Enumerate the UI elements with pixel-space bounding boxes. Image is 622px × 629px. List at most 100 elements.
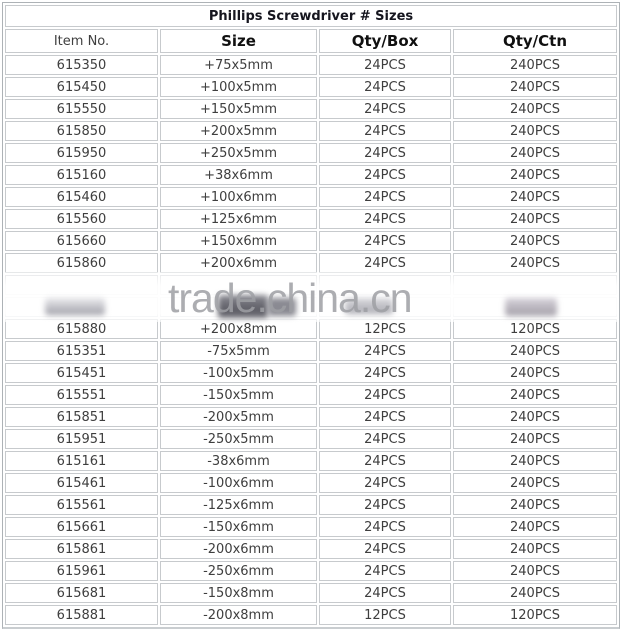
- table-row: 615160 +38x6mm 24PCS 240PCS: [5, 165, 617, 185]
- table-row: 615561 -125x6mm 24PCS 240PCS: [5, 495, 617, 515]
- qty-ctn-cell: 240PCS: [453, 451, 617, 471]
- qty-box-cell: 24PCS: [319, 165, 451, 185]
- qty-box-cell: 24PCS: [319, 231, 451, 251]
- column-header-qty-ctn: Qty/Ctn: [453, 29, 617, 53]
- item-no-cell: [5, 297, 158, 317]
- table-row: 615161 -38x6mm 24PCS 240PCS: [5, 451, 617, 471]
- table-row: 615551 -150x5mm 24PCS 240PCS: [5, 385, 617, 405]
- table-row: 615851 -200x5mm 24PCS 240PCS: [5, 407, 617, 427]
- qty-box-cell: 24PCS: [319, 363, 451, 383]
- table-title: Phillips Screwdriver # Sizes: [5, 5, 617, 27]
- table-title-row: Phillips Screwdriver # Sizes: [5, 5, 617, 27]
- item-no-cell: 615880: [5, 319, 158, 339]
- size-cell: +150x5mm: [160, 99, 317, 119]
- table-row: 615351 -75x5mm 24PCS 240PCS: [5, 341, 617, 361]
- item-no-cell: 615551: [5, 385, 158, 405]
- qty-ctn-cell: 120PCS: [453, 319, 617, 339]
- size-cell: -150x6mm: [160, 517, 317, 537]
- item-no-cell: [5, 275, 158, 295]
- qty-ctn-cell: 240PCS: [453, 517, 617, 537]
- qty-box-cell: 24PCS: [319, 385, 451, 405]
- item-no-cell: 615851: [5, 407, 158, 427]
- qty-ctn-cell: 240PCS: [453, 363, 617, 383]
- table-row: 615460 +100x6mm 24PCS 240PCS: [5, 187, 617, 207]
- size-cell: -200x6mm: [160, 539, 317, 559]
- qty-ctn-cell: [453, 275, 617, 295]
- table-body: 615350 +75x5mm 24PCS 240PCS 615450 +100x5mm 24…: [5, 55, 617, 625]
- item-no-cell: 615450: [5, 77, 158, 97]
- table-header-row: Item No. Size Qty/Box Qty/Ctn: [5, 29, 617, 53]
- qty-box-cell: [319, 275, 451, 295]
- qty-ctn-cell: 240PCS: [453, 253, 617, 273]
- item-no-cell: 615661: [5, 517, 158, 537]
- table-row: 615661 -150x6mm 24PCS 240PCS: [5, 517, 617, 537]
- item-no-cell: 615961: [5, 561, 158, 581]
- qty-ctn-cell: 240PCS: [453, 121, 617, 141]
- size-cell: +100x5mm: [160, 77, 317, 97]
- size-cell: [160, 275, 317, 295]
- qty-box-cell: 24PCS: [319, 429, 451, 449]
- qty-ctn-cell: 240PCS: [453, 341, 617, 361]
- size-cell: -200x5mm: [160, 407, 317, 427]
- size-cell: +38x6mm: [160, 165, 317, 185]
- table-row: 615350 +75x5mm 24PCS 240PCS: [5, 55, 617, 75]
- qty-ctn-cell: 240PCS: [453, 561, 617, 581]
- size-cell: +100x6mm: [160, 187, 317, 207]
- qty-ctn-cell: 240PCS: [453, 231, 617, 251]
- item-no-cell: 615461: [5, 473, 158, 493]
- qty-box-cell: 24PCS: [319, 99, 451, 119]
- qty-box-cell: [319, 297, 451, 317]
- table-row: 615681 -150x8mm 24PCS 240PCS: [5, 583, 617, 603]
- column-header-size: Size: [160, 29, 317, 53]
- qty-box-cell: 24PCS: [319, 517, 451, 537]
- qty-box-cell: 24PCS: [319, 253, 451, 273]
- qty-box-cell: 24PCS: [319, 451, 451, 471]
- item-no-cell: 615950: [5, 143, 158, 163]
- qty-box-cell: 24PCS: [319, 341, 451, 361]
- qty-ctn-cell: 240PCS: [453, 77, 617, 97]
- table-row: 615961 -250x6mm 24PCS 240PCS: [5, 561, 617, 581]
- table-row: 615880 +200x8mm 12PCS 120PCS: [5, 319, 617, 339]
- qty-ctn-cell: 240PCS: [453, 407, 617, 427]
- item-no-cell: 615850: [5, 121, 158, 141]
- table-row: 615861 -200x6mm 24PCS 240PCS: [5, 539, 617, 559]
- item-no-cell: 615160: [5, 165, 158, 185]
- size-cell: -100x6mm: [160, 473, 317, 493]
- qty-box-cell: 24PCS: [319, 583, 451, 603]
- size-cell: +75x5mm: [160, 55, 317, 75]
- qty-ctn-cell: 240PCS: [453, 99, 617, 119]
- size-cell: -125x6mm: [160, 495, 317, 515]
- qty-ctn-cell: 240PCS: [453, 143, 617, 163]
- qty-box-cell: 24PCS: [319, 77, 451, 97]
- table-row: 615450 +100x5mm 24PCS 240PCS: [5, 77, 617, 97]
- qty-ctn-cell: 240PCS: [453, 495, 617, 515]
- item-no-cell: 615660: [5, 231, 158, 251]
- qty-ctn-cell: 240PCS: [453, 385, 617, 405]
- size-cell: +125x6mm: [160, 209, 317, 229]
- table-row: 615860 +200x6mm 24PCS 240PCS: [5, 253, 617, 273]
- qty-ctn-cell: 240PCS: [453, 209, 617, 229]
- qty-ctn-cell: [453, 297, 617, 317]
- item-no-cell: 615561: [5, 495, 158, 515]
- qty-ctn-cell: 240PCS: [453, 429, 617, 449]
- qty-box-cell: 24PCS: [319, 473, 451, 493]
- table-row: 615950 +250x5mm 24PCS 240PCS: [5, 143, 617, 163]
- size-cell: [160, 297, 317, 317]
- size-cell: +200x5mm: [160, 121, 317, 141]
- qty-ctn-cell: 240PCS: [453, 55, 617, 75]
- qty-ctn-cell: 240PCS: [453, 187, 617, 207]
- qty-box-cell: 24PCS: [319, 539, 451, 559]
- size-cell: -200x8mm: [160, 605, 317, 625]
- table-row: 615660 +150x6mm 24PCS 240PCS: [5, 231, 617, 251]
- item-no-cell: 615881: [5, 605, 158, 625]
- qty-box-cell: 24PCS: [319, 187, 451, 207]
- column-header-item-no: Item No.: [5, 29, 158, 53]
- qty-ctn-cell: 240PCS: [453, 165, 617, 185]
- qty-box-cell: 24PCS: [319, 561, 451, 581]
- table-row: 615881 -200x8mm 12PCS 120PCS: [5, 605, 617, 625]
- item-no-cell: 615451: [5, 363, 158, 383]
- table-row: 615560 +125x6mm 24PCS 240PCS: [5, 209, 617, 229]
- item-no-cell: 615351: [5, 341, 158, 361]
